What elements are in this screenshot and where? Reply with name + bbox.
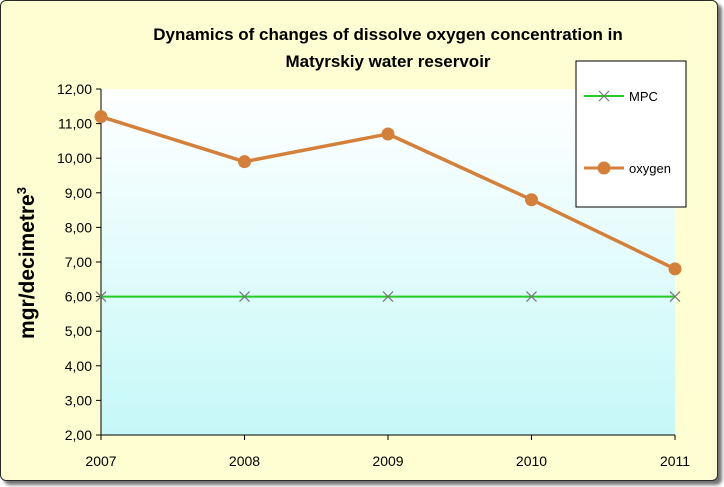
y-tick-label: 7,00 bbox=[65, 254, 92, 270]
data-point-mpc bbox=[526, 291, 537, 303]
chart-title-line-2: Matyrskiy water reservoir bbox=[285, 52, 490, 71]
y-tick-label: 9,00 bbox=[65, 185, 92, 201]
y-tick-label: 8,00 bbox=[65, 219, 92, 235]
y-axis-label: mgr/decimetre3 bbox=[14, 187, 39, 339]
line-chart: Dynamics of changes of dissolve oxygen c… bbox=[14, 25, 690, 469]
y-tick-label: 2,00 bbox=[65, 427, 92, 443]
data-point-mpc bbox=[669, 291, 681, 303]
y-tick-label: 5,00 bbox=[65, 323, 92, 339]
legend-label: oxygen bbox=[629, 161, 671, 176]
legend-swatch-marker bbox=[597, 161, 611, 175]
y-tick-label: 10,00 bbox=[57, 150, 92, 166]
x-tick-label: 2008 bbox=[229, 453, 260, 469]
data-point-oxygen bbox=[525, 193, 538, 207]
data-point-oxygen bbox=[381, 127, 395, 141]
data-point-oxygen bbox=[94, 110, 108, 124]
legend-item-oxygen: oxygen bbox=[584, 161, 671, 176]
data-point-oxygen bbox=[238, 155, 251, 169]
x-tick-label: 2011 bbox=[660, 453, 690, 469]
chart-frame: Dynamics of changes of dissolve oxygen c… bbox=[0, 0, 718, 481]
y-tick-label: 4,00 bbox=[65, 358, 92, 374]
legend-box bbox=[575, 60, 687, 208]
legend-swatch-marker bbox=[598, 90, 610, 102]
x-tick-label: 2007 bbox=[85, 453, 116, 469]
legend-item-mpc: MPC bbox=[584, 89, 658, 104]
x-tick-label: 2009 bbox=[372, 453, 403, 469]
legend: MPC oxygen bbox=[575, 60, 687, 208]
y-tick-label: 6,00 bbox=[65, 289, 92, 305]
data-point-mpc bbox=[239, 291, 250, 303]
y-tick-label: 11,00 bbox=[58, 116, 92, 132]
data-point-mpc bbox=[95, 291, 107, 303]
chart-title-line-1: Dynamics of changes of dissolve oxygen c… bbox=[153, 25, 623, 44]
y-tick-label: 3,00 bbox=[65, 392, 92, 408]
data-point-oxygen bbox=[668, 262, 682, 276]
y-tick-label: 12,00 bbox=[57, 81, 92, 97]
data-point-mpc bbox=[382, 291, 394, 303]
legend-label: MPC bbox=[629, 89, 658, 104]
x-tick-label: 2010 bbox=[516, 453, 547, 469]
